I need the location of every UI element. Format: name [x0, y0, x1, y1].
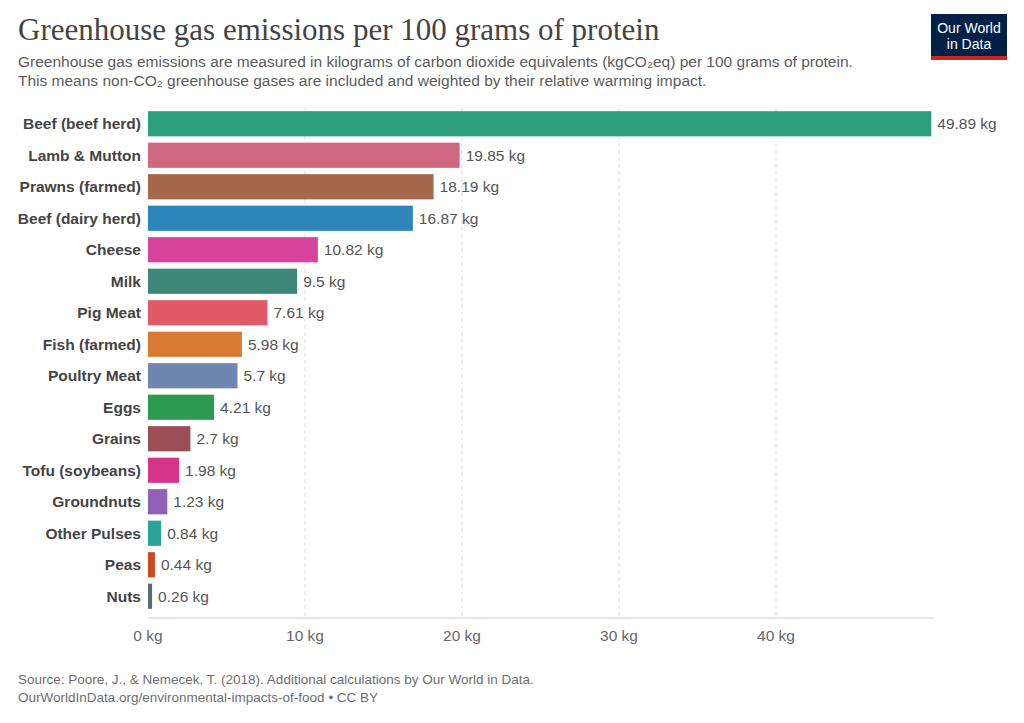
- category-label: Fish (farmed): [43, 336, 141, 353]
- title: Greenhouse gas emissions per 100 grams o…: [18, 12, 659, 48]
- data-label: 0.84 kg: [167, 525, 218, 542]
- bar: [148, 206, 413, 231]
- bar: [148, 552, 155, 577]
- bar: [148, 111, 931, 136]
- data-label: 0.26 kg: [158, 588, 209, 605]
- data-label: 0.44 kg: [161, 556, 212, 573]
- category-label: Other Pulses: [45, 525, 141, 542]
- category-label: Poultry Meat: [48, 367, 141, 384]
- source: Source: Poore, J., & Nemecek, T. (2018).…: [18, 671, 534, 689]
- chart: 0 kg 10 kg 20 kg 30 kg 40 kg Beef (beef herd)…: [0, 0, 1024, 723]
- category-label: Milk: [111, 273, 142, 290]
- subtitle: Greenhouse gas emissions are measured in…: [18, 52, 878, 90]
- labels: Beef (beef herd) 49.89 kg Lamb & Mutton 19.…: [18, 115, 997, 605]
- bar: [148, 300, 267, 325]
- data-label: 1.98 kg: [185, 462, 236, 479]
- grid-line: [619, 108, 620, 618]
- tick-label: 10 kg: [286, 627, 324, 644]
- tick-label: 0 kg: [133, 627, 162, 644]
- logo-text: in Data: [931, 36, 1007, 52]
- category-label: Peas: [105, 556, 141, 573]
- data-label: 19.85 kg: [466, 147, 525, 164]
- bar: [148, 269, 297, 294]
- tick-label: 40 kg: [757, 627, 795, 644]
- data-label: 10.82 kg: [324, 241, 383, 258]
- bars: [148, 111, 931, 609]
- tick-label: 20 kg: [443, 627, 481, 644]
- category-label: Pig Meat: [77, 304, 141, 321]
- logo: Our Worldin Data: [931, 14, 1007, 60]
- category-label: Groundnuts: [52, 493, 141, 510]
- footer: OurWorldInData.org/environmental-impacts…: [18, 689, 534, 707]
- x-axis-line: [148, 618, 933, 619]
- data-label: 2.7 kg: [196, 430, 238, 447]
- category-label: Beef (beef herd): [23, 115, 141, 132]
- category-label: Grains: [92, 430, 141, 447]
- bar: [148, 237, 318, 262]
- category-label: Tofu (soybeans): [22, 462, 141, 479]
- bar: [148, 584, 152, 609]
- bar: [148, 521, 161, 546]
- bar: [148, 174, 434, 199]
- category-label: Eggs: [103, 399, 141, 416]
- data-label: 49.89 kg: [937, 115, 996, 132]
- category-label: Lamb & Mutton: [28, 147, 141, 164]
- bar: [148, 489, 167, 514]
- data-label: 1.23 kg: [173, 493, 224, 510]
- data-label: 5.98 kg: [248, 336, 299, 353]
- category-label: Cheese: [86, 241, 142, 258]
- bar: [148, 395, 214, 420]
- bar: [148, 143, 460, 168]
- bar: [148, 363, 237, 388]
- category-label: Prawns (farmed): [20, 178, 141, 195]
- category-label: Beef (dairy herd): [18, 210, 141, 227]
- footer: Source: Poore, J., & Nemecek, T. (2018).…: [18, 671, 534, 707]
- data-label: 5.7 kg: [243, 367, 285, 384]
- category-label: Nuts: [107, 588, 141, 605]
- logo-text: Our World: [931, 20, 1007, 36]
- grid-line: [776, 108, 777, 618]
- data-label: 18.19 kg: [440, 178, 499, 195]
- bar: [148, 426, 190, 451]
- data-label: 4.21 kg: [220, 399, 271, 416]
- data-label: 9.5 kg: [303, 273, 345, 290]
- bar: [148, 458, 179, 483]
- bar: [148, 332, 242, 357]
- tick-label: 30 kg: [600, 627, 638, 644]
- data-label: 16.87 kg: [419, 210, 478, 227]
- data-label: 7.61 kg: [273, 304, 324, 321]
